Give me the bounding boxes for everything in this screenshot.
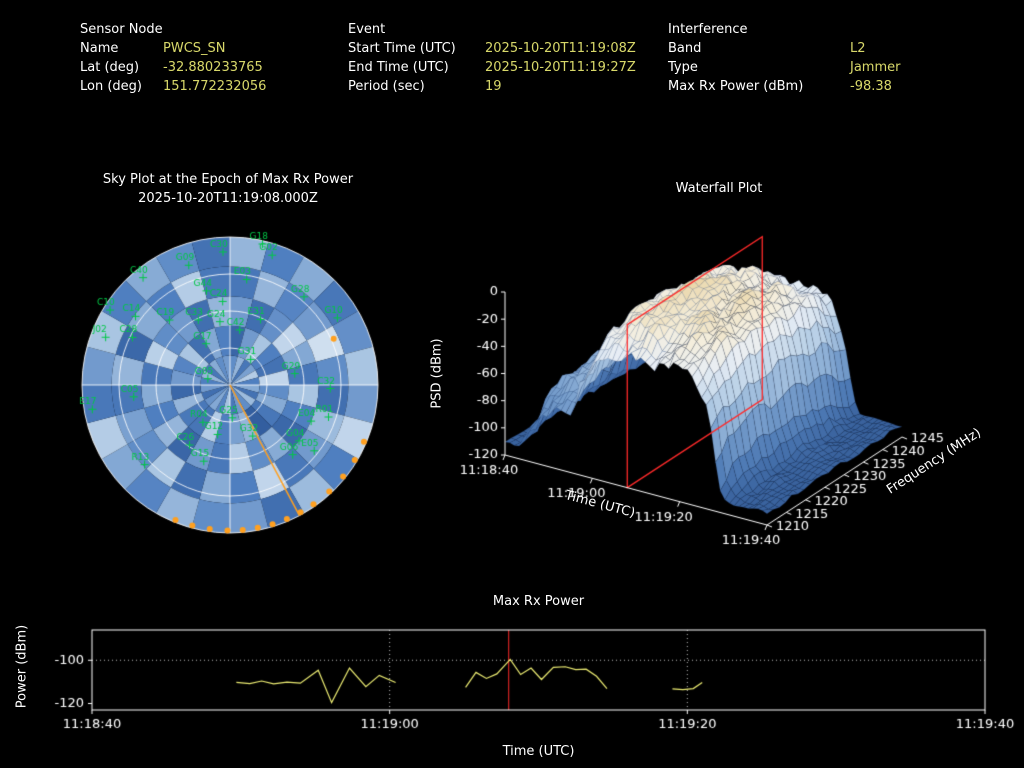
- sensor-lat-label: Lat (deg): [80, 60, 140, 75]
- sensor-name-label: Name: [80, 41, 119, 56]
- sensor-node-title: Sensor Node: [80, 22, 163, 37]
- interference-power-label: Max Rx Power (dBm): [668, 79, 804, 94]
- event-end-label: End Time (UTC): [348, 60, 449, 75]
- interference-type-row: Type Jammer: [668, 58, 900, 77]
- interference-power-row: Max Rx Power (dBm) -98.38: [668, 77, 900, 96]
- waterfall-psd-axis-label: PSD (dBm): [429, 338, 445, 409]
- power-x-axis-label: Time (UTC): [502, 744, 575, 759]
- power-y-axis-label: Power (dBm): [14, 624, 30, 709]
- event-period-row: Period (sec) 19: [348, 77, 636, 96]
- sky-plot-title: Sky Plot at the Epoch of Max Rx Power: [102, 172, 354, 187]
- event-start-label: Start Time (UTC): [348, 41, 456, 56]
- sensor-lon-value: 151.772232056: [163, 79, 267, 94]
- sensor-lat-row: Lat (deg) -32.880233765: [80, 58, 266, 77]
- interference-band-label: Band: [668, 41, 702, 56]
- event-end-value: 2025-10-20T11:19:27Z: [485, 60, 636, 75]
- sky-plot-subtitle: 2025-10-20T11:19:08.000Z: [138, 191, 318, 206]
- power-plot-canvas: [0, 595, 1024, 745]
- sensor-lon-row: Lon (deg) 151.772232056: [80, 77, 266, 96]
- event-end-row: End Time (UTC) 2025-10-20T11:19:27Z: [348, 58, 636, 77]
- interference-band-value: L2: [850, 41, 866, 56]
- sensor-lat-value: -32.880233765: [163, 60, 263, 75]
- event-period-value: 19: [485, 79, 502, 94]
- interference-type-value: Jammer: [850, 60, 901, 75]
- event-period-label: Period (sec): [348, 79, 425, 94]
- waterfall-canvas: [420, 195, 1020, 560]
- interference-power-value: -98.38: [850, 79, 892, 94]
- interference-panel: Interference Band L2 Type Jammer Max Rx …: [668, 20, 900, 96]
- sensor-lon-label: Lon (deg): [80, 79, 142, 94]
- event-panel: Event Start Time (UTC) 2025-10-20T11:19:…: [348, 20, 636, 96]
- sensor-name-row: Name PWCS_SN: [80, 39, 266, 58]
- event-start-row: Start Time (UTC) 2025-10-20T11:19:08Z: [348, 39, 636, 58]
- interference-type-label: Type: [668, 60, 698, 75]
- sensor-name-value: PWCS_SN: [163, 41, 226, 56]
- interference-band-row: Band L2: [668, 39, 900, 58]
- event-title: Event: [348, 22, 386, 37]
- interference-title: Interference: [668, 22, 748, 37]
- sky-plot-canvas: [60, 215, 400, 555]
- waterfall-title: Waterfall Plot: [675, 181, 763, 196]
- sensor-node-panel: Sensor Node Name PWCS_SN Lat (deg) -32.8…: [80, 20, 266, 96]
- event-start-value: 2025-10-20T11:19:08Z: [485, 41, 636, 56]
